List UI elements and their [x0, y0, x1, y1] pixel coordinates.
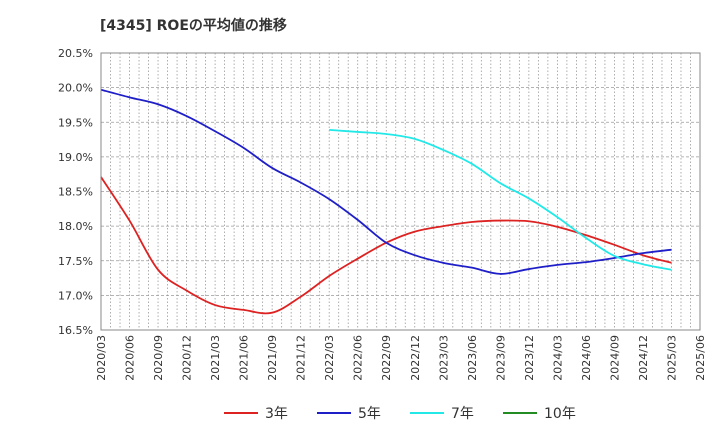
y-tick-label: 19.0%	[58, 151, 93, 164]
x-tick-label: 2023/06	[466, 335, 479, 381]
x-tick-label: 2021/09	[266, 335, 279, 381]
chart-title: [4345] ROEの平均値の推移	[100, 17, 287, 34]
x-tick-label: 2021/12	[295, 335, 308, 381]
x-tick-label: 2020/12	[181, 335, 194, 381]
y-tick-label: 18.5%	[58, 186, 93, 199]
y-tick-label: 18.0%	[58, 220, 93, 233]
x-tick-label: 2021/03	[209, 335, 222, 381]
x-tick-label: 2022/03	[323, 335, 336, 381]
grid-lines	[101, 52, 700, 331]
y-tick-label: 19.5%	[58, 116, 93, 129]
y-tick-label: 17.0%	[58, 289, 93, 302]
x-tick-label: 2023/03	[437, 335, 450, 381]
legend-label-1: 3年	[265, 406, 288, 422]
x-tick-label: 2023/09	[494, 335, 507, 381]
legend-label-3: 7年	[451, 406, 474, 422]
y-tick-label: 20.0%	[58, 82, 93, 95]
legend: 3年 5年 7年 10年	[224, 406, 576, 422]
x-tick-label: 2023/12	[523, 335, 536, 381]
y-tick-label: 16.5%	[58, 324, 93, 337]
y-tick-label: 20.5%	[58, 47, 93, 60]
x-tick-label: 2024/09	[608, 335, 621, 381]
y-axis-ticks: 20.5% 20.0% 19.5% 19.0% 18.5% 18.0% 17.5% 17.0%…	[58, 47, 93, 337]
series-line-3	[329, 128, 672, 271]
x-tick-label: 2022/09	[380, 335, 393, 381]
x-tick-label: 2025/03	[665, 335, 678, 381]
x-axis-ticks: 2020/03 2020/06 2020/09 2020/12 2021/03 2021/…	[95, 335, 707, 381]
y-tick-label: 17.5%	[58, 255, 93, 268]
legend-label-2: 5年	[358, 406, 381, 422]
x-tick-label: 2024/12	[637, 335, 650, 381]
x-tick-label: 2021/06	[238, 335, 251, 381]
x-tick-label: 2024/06	[580, 335, 593, 381]
plot-frame	[100, 52, 701, 331]
x-tick-label: 2020/03	[95, 335, 108, 381]
x-tick-label: 2025/06	[694, 335, 707, 381]
x-tick-label: 2024/03	[551, 335, 564, 381]
x-tick-label: 2020/06	[124, 335, 137, 381]
series-lines	[100, 88, 672, 315]
x-tick-label: 2022/06	[352, 335, 365, 381]
legend-label-4: 10年	[544, 406, 576, 422]
series-line-2	[100, 88, 672, 275]
x-tick-label: 2022/12	[409, 335, 422, 381]
x-tick-label: 2020/09	[152, 335, 165, 381]
